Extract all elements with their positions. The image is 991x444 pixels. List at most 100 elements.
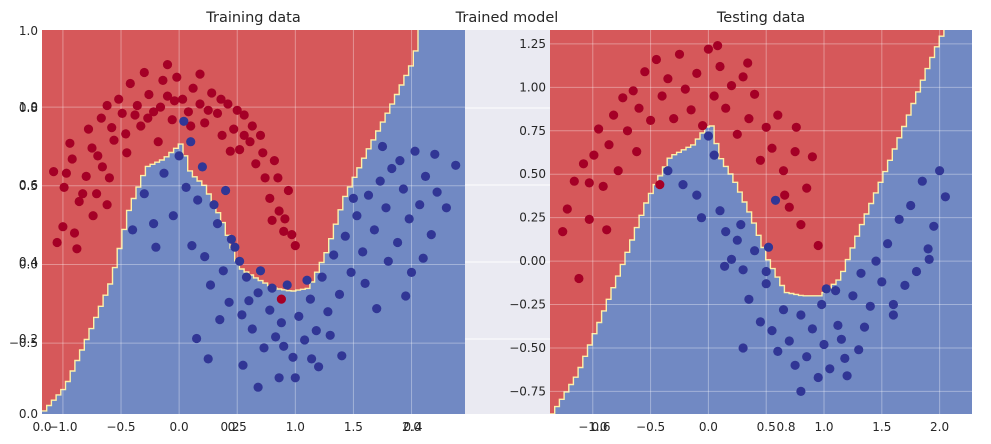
y-tick-label: 1.00 <box>519 80 546 94</box>
data-point-class0 <box>88 211 98 221</box>
scatter-points <box>558 41 951 396</box>
data-point-class1 <box>128 225 138 235</box>
y-tick-label: 0.00 <box>519 254 546 268</box>
data-point-class1 <box>314 362 324 372</box>
data-point-class0 <box>260 173 270 183</box>
overlay-y-tick-label: 1.0 <box>19 24 38 38</box>
data-point-class1 <box>842 371 852 381</box>
data-point-class0 <box>121 129 131 139</box>
data-point-class1 <box>247 324 257 334</box>
data-point-class1 <box>750 246 760 256</box>
x-tick-label: 0.0 <box>699 420 718 434</box>
y-tick-labels: −0.5 0.0 0.5 1.0 <box>9 100 38 350</box>
data-point-class1 <box>381 203 391 213</box>
data-point-class1 <box>372 304 382 314</box>
data-point-class0 <box>790 147 800 157</box>
data-point-class1 <box>395 156 405 166</box>
data-point-class1 <box>360 278 370 288</box>
data-point-class1 <box>420 171 431 181</box>
data-point-class0 <box>207 88 217 98</box>
data-point-class0 <box>245 137 255 147</box>
data-point-class0 <box>743 58 753 68</box>
data-point-class0 <box>107 123 117 133</box>
data-point-class1 <box>348 193 358 203</box>
overlay-y-tick-label: 0.0 <box>19 407 38 421</box>
data-point-class1 <box>279 341 289 351</box>
data-point-class0 <box>713 41 723 51</box>
data-point-class1 <box>265 305 275 315</box>
data-point-class1 <box>767 326 777 336</box>
data-point-class1 <box>441 203 451 213</box>
data-point-class0 <box>767 143 777 153</box>
overlay-x-tick-label: 0.4 <box>403 420 422 434</box>
data-point-class0 <box>183 107 193 117</box>
overlay-x-tick-label: 0.6 <box>591 420 610 434</box>
data-point-class0 <box>594 124 604 134</box>
y-tick-label: 0.50 <box>519 167 546 181</box>
x-tick-label: −0.5 <box>106 420 135 434</box>
x-tick-label: 1.0 <box>286 420 305 434</box>
x-tick-label: 2.0 <box>402 420 421 434</box>
y-tick-label: 0.5 <box>19 179 38 193</box>
data-point-class0 <box>87 143 97 153</box>
data-point-class0 <box>796 220 806 230</box>
data-point-class0 <box>657 91 667 101</box>
data-point-class1 <box>929 221 939 231</box>
data-point-class1 <box>302 275 312 285</box>
x-tick-label: 0.5 <box>757 420 776 434</box>
data-point-class1 <box>432 187 442 197</box>
data-point-class1 <box>271 332 281 342</box>
data-point-class1 <box>398 184 408 194</box>
data-point-class1 <box>179 116 189 126</box>
data-point-class1 <box>726 254 737 264</box>
data-point-class1 <box>363 190 374 200</box>
data-point-class1 <box>923 244 933 254</box>
data-point-class1 <box>840 353 850 363</box>
data-point-class0 <box>153 137 163 147</box>
data-point-class0 <box>726 81 737 91</box>
x-tick-label: 1.0 <box>814 420 833 434</box>
data-point-class1 <box>235 256 245 266</box>
data-point-class1 <box>226 234 236 244</box>
data-point-class0 <box>628 86 638 96</box>
data-point-class1 <box>883 239 893 249</box>
data-point-class1 <box>678 180 688 190</box>
data-point-class1 <box>224 297 234 307</box>
data-point-class0 <box>634 103 644 113</box>
data-point-class0 <box>640 67 650 77</box>
data-point-class1 <box>181 182 191 192</box>
data-point-class0 <box>578 159 589 169</box>
data-point-class0 <box>96 113 106 123</box>
data-point-class0 <box>273 173 283 183</box>
data-point-class0 <box>290 241 300 251</box>
data-point-class0 <box>686 105 696 115</box>
data-point-class0 <box>267 215 277 225</box>
data-point-class1 <box>334 289 345 299</box>
data-point-class1 <box>221 185 231 196</box>
data-point-class0 <box>247 121 257 131</box>
decision-boundary <box>550 30 945 414</box>
data-point-class0 <box>78 189 88 199</box>
data-point-class1 <box>139 189 149 199</box>
data-point-class0 <box>632 147 642 157</box>
data-point-class1 <box>736 220 746 230</box>
data-point-class1 <box>282 280 292 290</box>
data-point-class1 <box>305 294 315 304</box>
data-point-class0 <box>223 99 233 109</box>
data-point-class1 <box>859 322 870 332</box>
data-point-class1 <box>253 288 263 298</box>
data-point-class1 <box>149 219 159 229</box>
data-point-class0 <box>83 124 94 134</box>
data-point-class0 <box>102 200 112 210</box>
data-point-class1 <box>369 225 379 235</box>
data-point-class1 <box>663 166 673 176</box>
data-point-class1 <box>244 296 254 306</box>
data-point-class0 <box>155 102 166 112</box>
data-point-class1 <box>406 267 417 277</box>
data-point-class0 <box>584 214 594 224</box>
data-point-class0 <box>122 148 132 158</box>
data-point-class0 <box>562 204 572 214</box>
data-point-class1 <box>917 176 927 186</box>
data-point-class0 <box>269 156 279 166</box>
